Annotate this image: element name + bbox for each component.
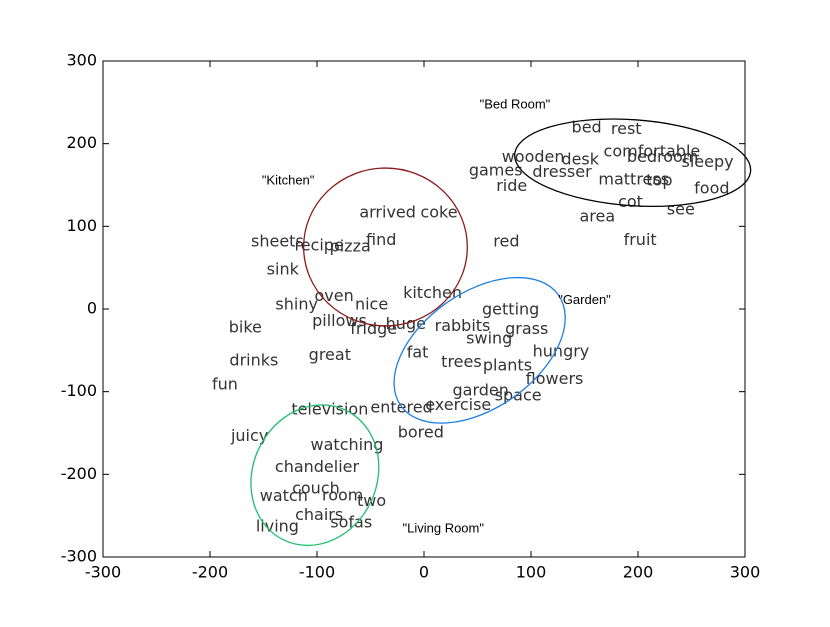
word-point: watching <box>311 435 384 454</box>
word-point: watch <box>260 486 308 505</box>
word-point: pizza <box>330 237 371 256</box>
word-point: bed <box>572 117 602 136</box>
cluster-ellipse <box>393 276 566 424</box>
word-point: trees <box>441 352 482 371</box>
y-tick-label: 200 <box>66 133 97 152</box>
word-point: grass <box>505 319 548 338</box>
word-point: juicy <box>230 426 268 445</box>
x-tick-label: -300 <box>85 563 121 582</box>
word-point: nice <box>355 294 388 313</box>
word-point: sheets <box>251 232 304 251</box>
word-point: space <box>495 385 542 404</box>
word-point: sleepy <box>682 152 734 171</box>
word-point: coke <box>420 203 457 222</box>
cluster-ellipse <box>302 167 468 327</box>
word-point: see <box>667 199 695 218</box>
word-point: fridge <box>350 319 397 338</box>
x-tick-label: 0 <box>419 563 429 582</box>
word-point: kitchen <box>403 283 462 302</box>
word-point: great <box>309 345 351 364</box>
word-point: swing <box>466 328 512 347</box>
word-point: bike <box>229 318 262 337</box>
word-point: drinks <box>229 351 278 370</box>
x-tick-label: 300 <box>730 563 761 582</box>
y-tick-label: -300 <box>61 547 97 566</box>
word-point: top <box>646 170 672 189</box>
word-point: recipe <box>294 236 343 255</box>
word-point: couch <box>292 479 340 498</box>
word-point: hungry <box>533 341 590 360</box>
word-point: red <box>493 232 519 251</box>
word-point: chairs <box>295 505 343 524</box>
x-tick-label: -200 <box>192 563 228 582</box>
x-tick-label: -100 <box>299 563 335 582</box>
word-point: bedroom <box>627 147 699 166</box>
y-tick-label: -100 <box>61 381 97 400</box>
word-point: desk <box>561 150 599 169</box>
word-point: games <box>469 160 523 179</box>
cluster-label: "Bed Room" <box>480 96 551 111</box>
word-point: comfortable <box>604 141 701 160</box>
word-point: find <box>366 230 396 249</box>
cluster-label: "Kitchen" <box>262 172 315 187</box>
word-point: cot <box>618 192 643 211</box>
word-point: fun <box>212 375 238 394</box>
y-tick-label: 0 <box>87 299 97 318</box>
y-tick-label: -200 <box>61 464 97 483</box>
word-point: area <box>579 207 615 226</box>
word-point: fruit <box>624 230 657 249</box>
x-tick-label: 200 <box>623 563 654 582</box>
word-point: chandelier <box>275 457 360 476</box>
word-point: room <box>322 485 363 504</box>
word-point: sink <box>267 260 300 279</box>
word-point: exercise <box>425 395 491 414</box>
plot-frame <box>102 60 746 558</box>
word-point: pillows <box>312 311 367 330</box>
cluster-ellipse <box>514 118 752 207</box>
cluster-label: "Garden" <box>558 292 611 307</box>
word-point: garden <box>453 380 509 399</box>
word-point: mattress <box>598 170 669 189</box>
x-tick-label: 100 <box>516 563 547 582</box>
word-point: rabbits <box>435 316 491 335</box>
word-point: plants <box>483 356 532 375</box>
word-point: arrived <box>359 203 416 222</box>
word-point: television <box>291 399 368 418</box>
word-point: ride <box>496 176 527 195</box>
word-point: shiny <box>275 294 318 313</box>
word-point: getting <box>482 299 539 318</box>
word-point: rest <box>611 119 642 138</box>
word-point: bored <box>398 423 444 442</box>
word-point: wooden <box>502 147 565 166</box>
cluster-label: "Living Room" <box>403 520 485 535</box>
word-point: fat <box>407 342 429 361</box>
word-point: food <box>694 179 729 198</box>
cluster-ellipse <box>250 404 380 547</box>
word-point: dresser <box>532 162 592 181</box>
y-tick-label: 100 <box>66 216 97 235</box>
y-tick-label: 300 <box>66 51 97 70</box>
word-point: living <box>256 517 299 536</box>
